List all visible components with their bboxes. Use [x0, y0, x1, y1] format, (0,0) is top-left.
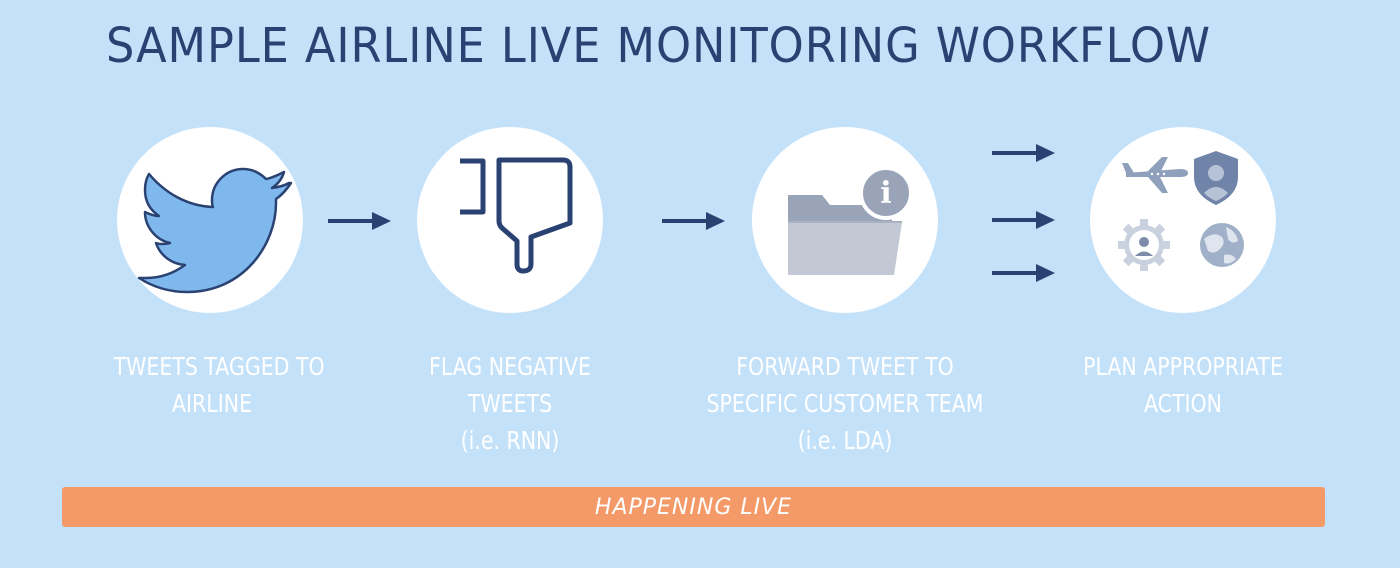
plane-icon — [1122, 157, 1188, 193]
banner-label: HAPPENING LIVE — [594, 494, 793, 520]
arrow-1 — [328, 212, 391, 230]
diagram-title: SAMPLE AIRLINE LIVE MONITORING WORKFLOW — [106, 18, 1211, 74]
security-shield-icon — [1194, 151, 1238, 205]
step-1-line-1: TWEETS TAGGED TO — [113, 352, 325, 381]
step-4-line-2: ACTION — [1143, 389, 1223, 418]
step-3-line-1: FORWARD TWEET TO — [736, 352, 954, 381]
step-4-label: PLAN APPROPRIATE ACTION — [1074, 348, 1292, 422]
step-2-line-1: FLAG NEGATIVE — [429, 352, 591, 381]
step-2-circle — [417, 127, 603, 313]
twitter-bird-icon — [137, 167, 293, 294]
globe-icon — [1200, 223, 1244, 267]
arrow-2 — [662, 212, 725, 230]
happening-live-banner: HAPPENING LIVE — [62, 487, 1325, 527]
step-1-label: TWEETS TAGGED TO AIRLINE — [113, 348, 325, 422]
step-1-circle — [117, 127, 303, 313]
gear-user-icon — [1118, 219, 1170, 271]
step-1-line-2: AIRLINE — [171, 389, 253, 418]
step-3-line-3: (i.e. LDA) — [797, 426, 893, 455]
step-2-label: FLAG NEGATIVE TWEETS (i.e. RNN) — [410, 348, 610, 459]
folder-info-icon: i — [788, 166, 913, 275]
step-3-label: FORWARD TWEET TO SPECIFIC CUSTOMER TEAM … — [706, 348, 985, 459]
svg-text:i: i — [880, 176, 891, 211]
arrow-3a — [992, 144, 1055, 162]
step-4-circle — [1090, 127, 1276, 313]
step-3-circle: i — [752, 127, 938, 313]
step-2-line-3: (i.e. RNN) — [460, 426, 560, 455]
action-icons-cluster — [1118, 151, 1244, 271]
arrow-3b — [992, 211, 1055, 229]
step-3-line-2: SPECIFIC CUSTOMER TEAM — [706, 389, 984, 418]
step-2-line-2: TWEETS — [467, 389, 553, 418]
arrow-3c — [992, 264, 1055, 282]
step-4-line-1: PLAN APPROPRIATE — [1083, 352, 1283, 381]
thumbs-down-icon — [460, 157, 573, 274]
